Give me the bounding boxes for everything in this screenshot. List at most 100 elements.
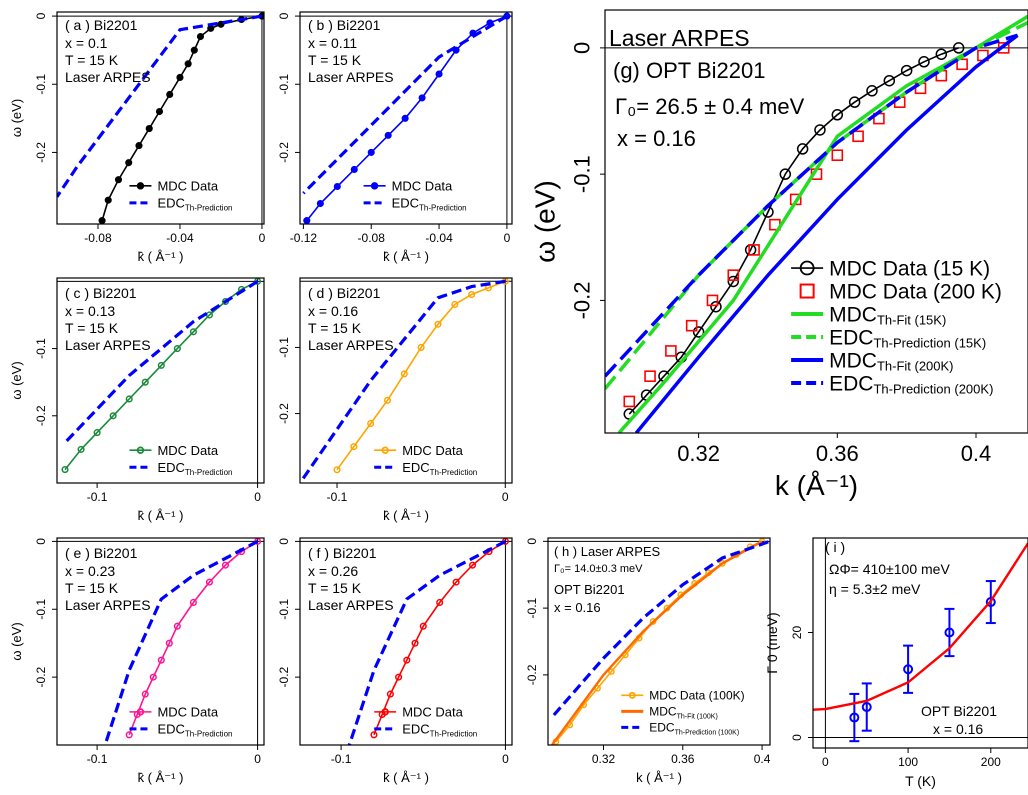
x-tick-label: 0 bbox=[259, 231, 266, 245]
y-tick-label: 0 bbox=[277, 538, 291, 545]
plot-area bbox=[813, 538, 1028, 748]
data-point bbox=[831, 149, 844, 162]
data-point bbox=[383, 396, 392, 404]
data-point bbox=[135, 142, 143, 150]
x-axis-label: k̂ ( Å⁻¹ ) bbox=[138, 508, 184, 523]
legend-label: MDC Data bbox=[157, 443, 218, 458]
data-point bbox=[98, 217, 106, 224]
data-point bbox=[114, 176, 123, 184]
data-point bbox=[710, 300, 722, 313]
panel-annotation: T = 15 K bbox=[65, 52, 119, 68]
series-mdc-th-fit-100k bbox=[551, 540, 763, 745]
y-tick-label: -0.1 bbox=[569, 155, 594, 193]
data-point bbox=[189, 598, 197, 607]
panel-annotation: T = 15 K bbox=[308, 52, 362, 68]
legend-marker bbox=[799, 260, 815, 276]
panel-i: 0 100 200 0 20 T (K) Γ 0 (meV) ( i ) ΩΦ= 410±100… bbox=[764, 537, 1028, 789]
legend: MDC Data (100K) MDCTh-Fit (100K)EDCTh-Pre… bbox=[621, 689, 745, 737]
y-tick-label: -0.2 bbox=[525, 664, 539, 685]
data-point bbox=[608, 668, 615, 675]
data-point bbox=[190, 46, 198, 54]
plot-frame bbox=[299, 537, 513, 746]
y-tick-label: -0.2 bbox=[569, 281, 594, 319]
legend-label: MDC Data bbox=[392, 179, 453, 194]
data-point bbox=[796, 143, 809, 155]
data-point bbox=[333, 466, 341, 474]
x-tick-label: 0 bbox=[502, 490, 509, 504]
plot-area bbox=[57, 12, 264, 224]
legend-label: EDCTh-Prediction bbox=[157, 196, 232, 213]
panel-annotation: ( a ) Bi2201 bbox=[65, 17, 138, 33]
panel-f: -0.1 0 0 -0.1 -0.2 k̂ ( Å⁻¹ ) ( f ) Bi2201 x = … bbox=[277, 537, 513, 785]
x-tick-label: 0 bbox=[254, 752, 261, 766]
data-point bbox=[176, 73, 184, 81]
y-tick-label: 0 bbox=[790, 734, 804, 741]
y-tick-label: -0.1 bbox=[34, 599, 48, 620]
panel-h: 0.32 0.36 0.4 0 -0.1 -0.2 k ( Å⁻¹ ) ( h ) Laser… bbox=[525, 537, 771, 785]
data-point bbox=[831, 109, 844, 121]
legend: MDC Data EDCTh-Prediction bbox=[374, 705, 477, 739]
panel-annotation: Laser ARPES bbox=[308, 337, 394, 353]
data-point bbox=[419, 622, 427, 630]
series-edc-th-prediction bbox=[57, 14, 263, 198]
legend: MDC Data EDCTh-Prediction bbox=[129, 705, 232, 739]
panel-annotation: Laser ARPES bbox=[308, 597, 394, 613]
plot-frame bbox=[56, 277, 265, 484]
data-point bbox=[452, 578, 460, 586]
data-point bbox=[125, 159, 133, 167]
y-tick-label: 0 bbox=[277, 12, 291, 19]
data-point bbox=[61, 466, 69, 474]
panel-annotation: ( d ) Bi2201 bbox=[308, 285, 381, 301]
data-point bbox=[165, 639, 173, 647]
data-point bbox=[217, 20, 225, 28]
x-tick-label: 0 bbox=[254, 490, 261, 504]
data-point bbox=[903, 664, 914, 675]
panel-annotation: Laser ARPES bbox=[308, 69, 394, 85]
data-point bbox=[434, 320, 442, 328]
data-point bbox=[141, 690, 149, 698]
data-point bbox=[173, 345, 181, 353]
x-tick-label: 200 bbox=[981, 755, 1001, 769]
y-tick-label: 0 bbox=[34, 538, 48, 545]
data-point bbox=[104, 196, 112, 204]
panel-annotation: x = 0.23 bbox=[65, 563, 115, 579]
data-point bbox=[779, 168, 792, 180]
legend-marker bbox=[628, 691, 636, 699]
y-tick-label: -0.1 bbox=[525, 597, 539, 618]
legend-label: MDC Data (15 K) bbox=[829, 258, 990, 281]
series-fit bbox=[813, 542, 1028, 711]
data-point bbox=[77, 445, 85, 453]
x-tick-label: -0.12 bbox=[290, 231, 318, 245]
panel-annotation: x = 0.26 bbox=[308, 563, 358, 579]
legend-marker bbox=[136, 708, 145, 716]
panel-annotation: ΩΦ= 410±100 meV bbox=[829, 561, 950, 577]
data-point bbox=[205, 578, 213, 586]
data-point bbox=[900, 64, 913, 77]
legend-label: MDCTh-Fit (100K) bbox=[649, 705, 718, 721]
data-point bbox=[145, 125, 153, 133]
data-point bbox=[866, 85, 878, 97]
legend: MDC Data EDCTh-Prediction bbox=[374, 443, 477, 477]
series-edc-th-prediction-100k bbox=[552, 539, 770, 717]
y-axis-label: ω (eV) bbox=[530, 180, 561, 263]
legend-marker bbox=[136, 182, 145, 190]
y-tick-label: -0.1 bbox=[277, 599, 291, 620]
x-axis-label: k̂ ( Å⁻¹ ) bbox=[383, 770, 429, 785]
series-edc-th-prediction bbox=[63, 280, 259, 444]
panel-a: -0.08 -0.04 0 0 -0.1 -0.2 k̂ ( Å⁻¹ ) ω (eV) ( a … bbox=[9, 11, 266, 264]
legend-label: EDCTh-Prediction (15K) bbox=[829, 327, 986, 351]
panel-annotation: Laser ARPES bbox=[609, 25, 750, 51]
y-tick-label: -0.2 bbox=[34, 142, 48, 163]
x-tick-label: 0.4 bbox=[961, 441, 992, 466]
data-point bbox=[956, 58, 968, 71]
series-mdc-data-line bbox=[101, 15, 263, 221]
data-point bbox=[316, 199, 324, 208]
panel-annotation: ( c ) Bi2201 bbox=[65, 285, 137, 301]
data-point bbox=[468, 290, 476, 299]
x-axis-label: k ( Å⁻¹ ) bbox=[636, 770, 682, 785]
data-point bbox=[395, 673, 403, 681]
panel-annotation: Γ₀= 14.0±0.3 meV bbox=[554, 563, 643, 575]
panel-annotation: x = 0.1 bbox=[65, 35, 108, 51]
x-tick-label: -0.1 bbox=[87, 490, 108, 504]
data-point bbox=[109, 412, 117, 420]
